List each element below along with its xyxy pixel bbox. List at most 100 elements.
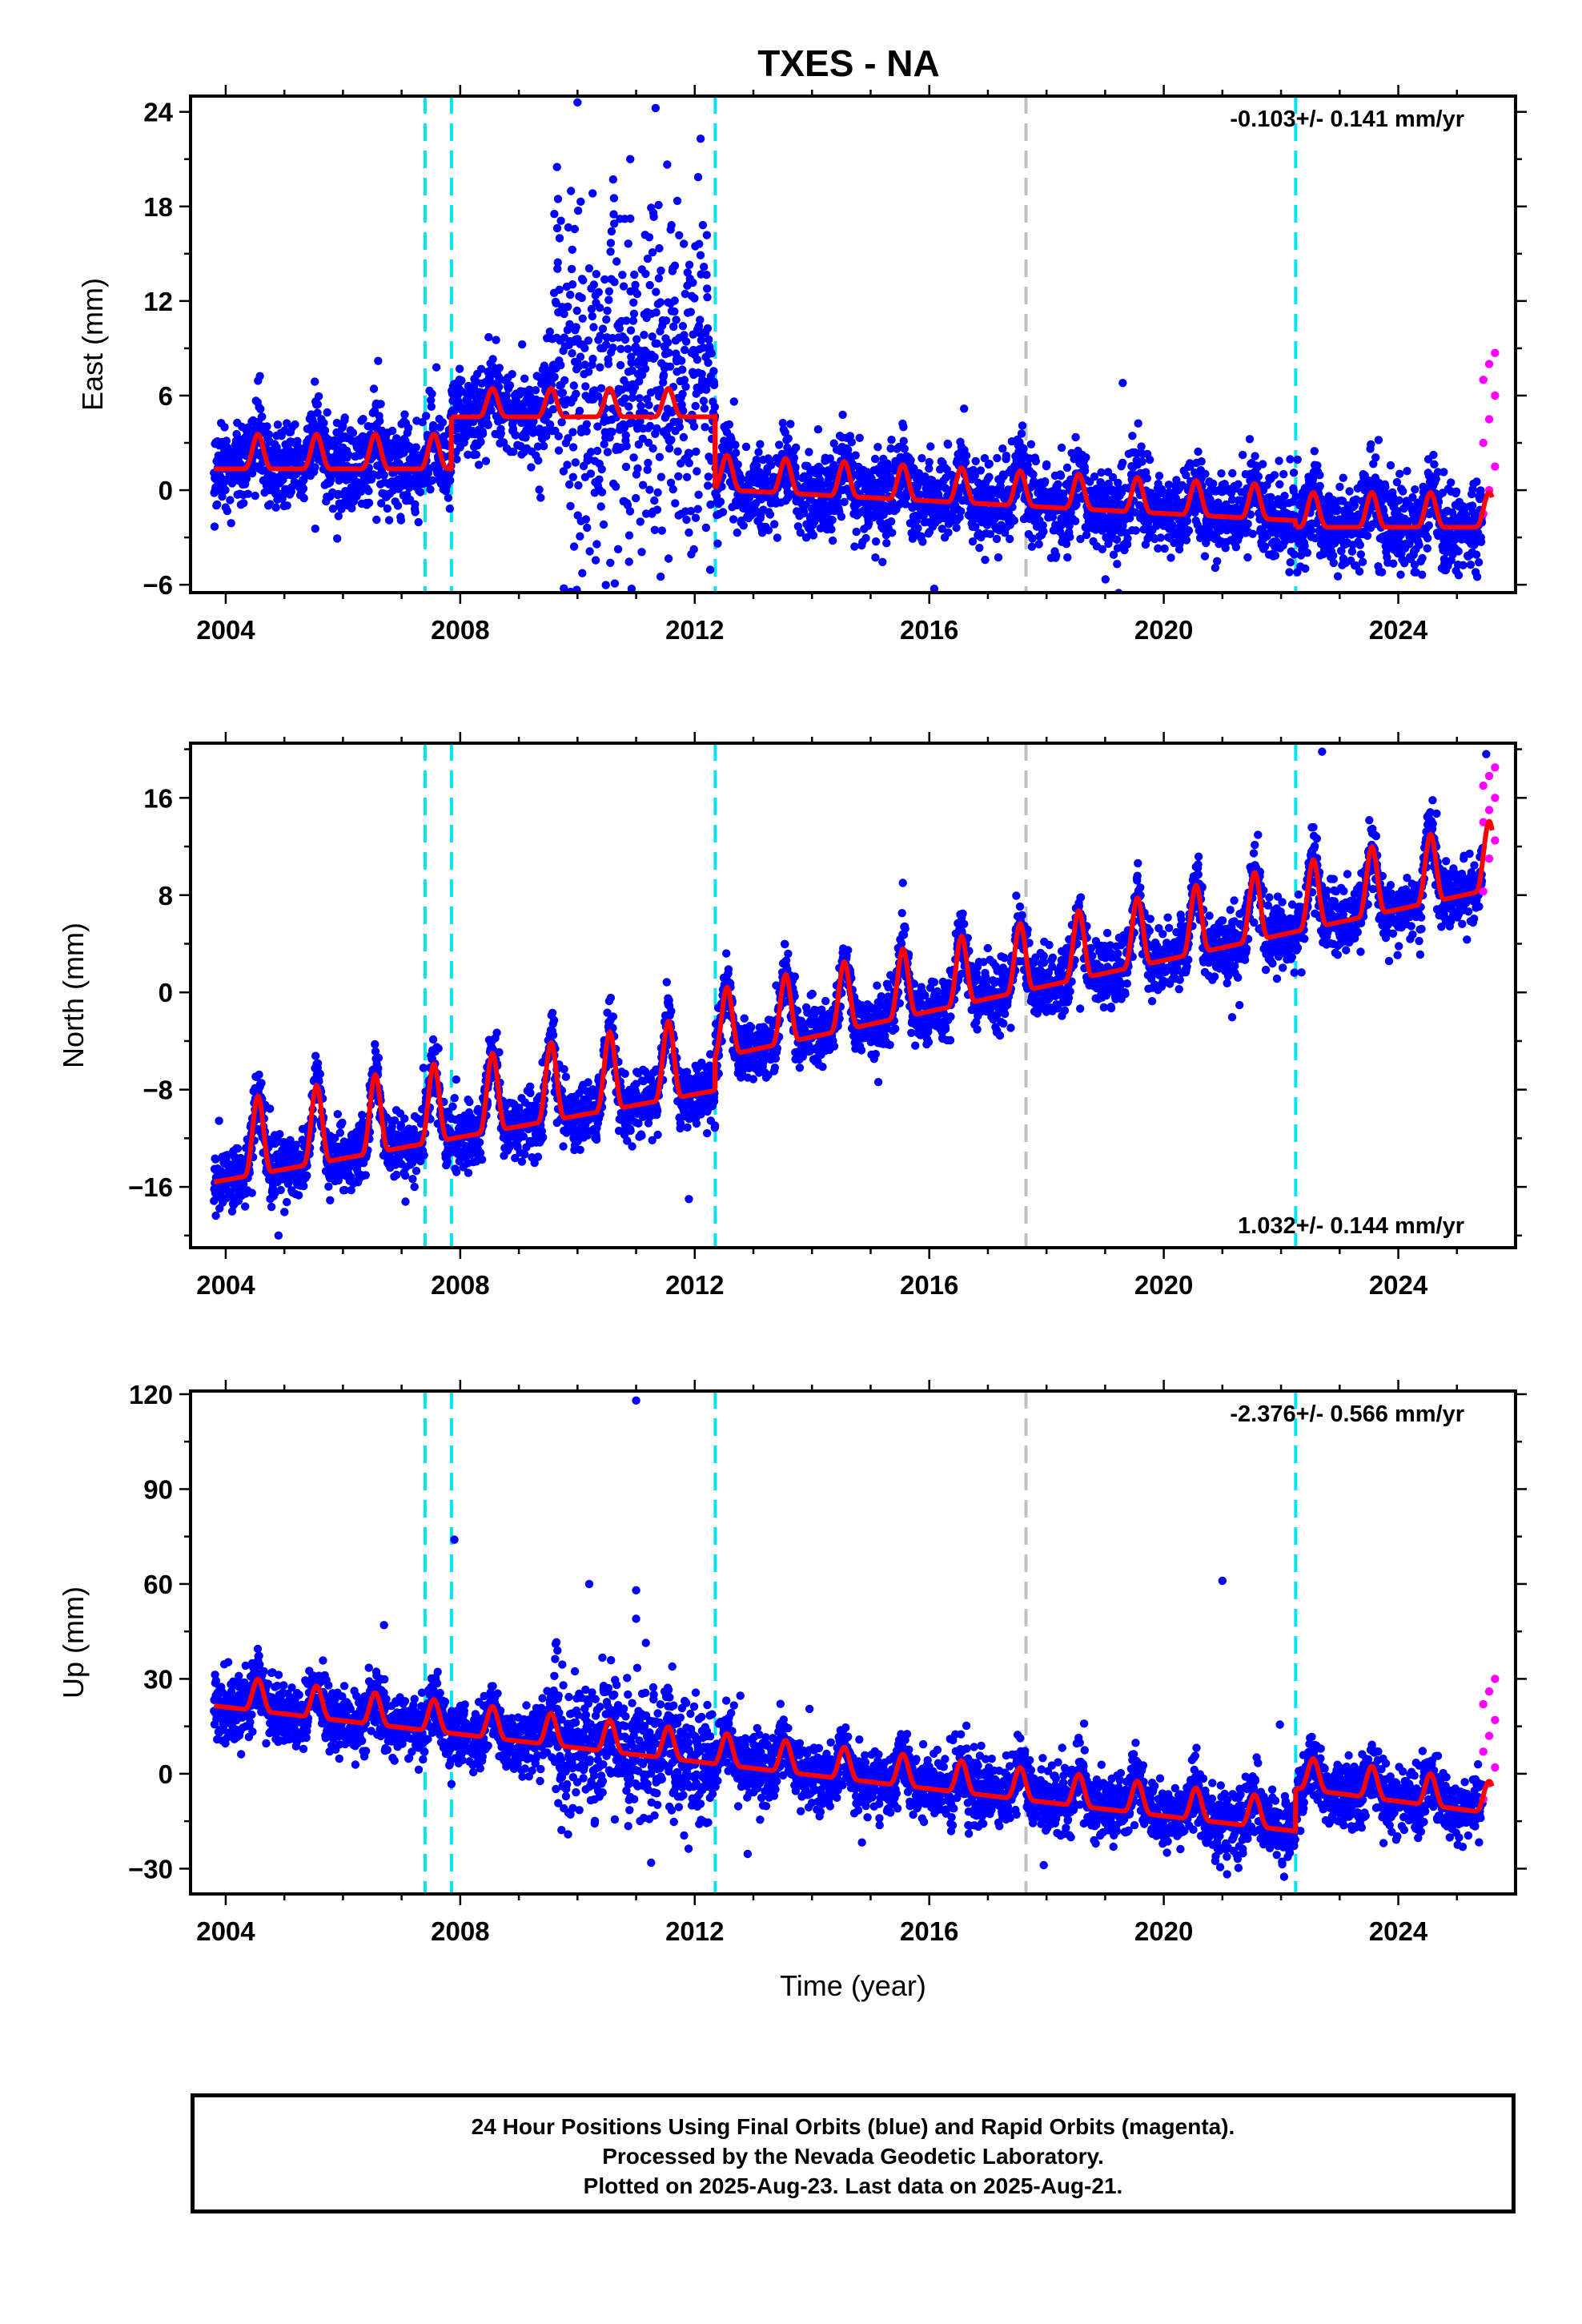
data-point: [700, 263, 709, 271]
data-point: [565, 320, 574, 329]
data-point: [266, 1104, 275, 1113]
data-point: [656, 385, 665, 394]
data-point: [707, 349, 716, 358]
data-point: [827, 525, 836, 534]
data-point: [702, 231, 712, 239]
data-point: [416, 488, 425, 497]
data-point: [1472, 477, 1481, 486]
data-point: [221, 485, 230, 495]
data-point: [678, 365, 687, 374]
plot-area: [210, 96, 1500, 593]
data-point: [628, 393, 637, 402]
data-point: [697, 369, 706, 379]
data-point: [566, 290, 575, 300]
data-point: [553, 264, 562, 273]
data-point: [754, 448, 763, 456]
data-point: [584, 264, 594, 273]
data-point: [656, 266, 665, 275]
data-point: [553, 258, 562, 267]
data-point: [960, 404, 969, 413]
data-point: [709, 367, 718, 376]
rapid-point: [1491, 462, 1500, 471]
data-point: [1430, 460, 1439, 468]
data-point: [1335, 482, 1344, 492]
data-point: [555, 285, 564, 294]
data-point: [1112, 535, 1122, 544]
data-point: [1113, 560, 1122, 569]
data-point: [640, 331, 648, 340]
data-point: [703, 284, 712, 293]
data-point: [478, 429, 488, 438]
data-point: [568, 280, 577, 289]
data-point: [606, 247, 615, 256]
data-point: [210, 522, 219, 531]
data-point: [575, 406, 584, 416]
data-point: [1396, 570, 1405, 579]
data-point: [545, 420, 555, 429]
velocity-annotation: -0.103+/- 0.141 mm/yr: [1230, 107, 1464, 132]
data-point: [643, 465, 652, 474]
data-point: [1423, 533, 1432, 543]
data-point: [620, 335, 630, 344]
rapid-point: [1479, 438, 1488, 448]
data-point: [686, 308, 695, 316]
data-point: [913, 524, 922, 533]
data-point: [620, 394, 629, 403]
data-point: [994, 553, 1003, 562]
data-point: [704, 358, 713, 368]
data-point: [886, 444, 895, 453]
data-point: [568, 443, 578, 452]
data-point: [608, 428, 616, 436]
data-point: [773, 533, 782, 542]
data-point: [576, 532, 584, 541]
data-point: [622, 316, 631, 325]
data-point: [799, 507, 809, 517]
y-tick-label: 0: [159, 476, 173, 505]
data-point: [632, 335, 641, 344]
data-point: [1154, 472, 1164, 480]
data-point: [675, 422, 685, 432]
data-point: [681, 382, 690, 391]
data-point: [573, 206, 583, 215]
y-axis-label: East (mm): [76, 278, 109, 411]
data-point: [739, 521, 748, 530]
data-point: [554, 432, 563, 440]
data-point: [557, 418, 566, 427]
data-point: [1472, 550, 1481, 559]
data-point: [579, 275, 588, 285]
data-point: [616, 344, 625, 353]
data-point: [621, 462, 631, 472]
data-point: [600, 275, 609, 284]
data-point: [691, 401, 700, 411]
data-point: [628, 316, 638, 325]
data-point: [545, 328, 554, 336]
data-point: [689, 545, 698, 554]
x-tick-label: 2012: [665, 615, 724, 645]
data-point: [685, 459, 693, 468]
data-point: [648, 444, 657, 453]
data-point: [669, 485, 677, 494]
data-point: [632, 493, 640, 503]
data-point: [550, 372, 559, 381]
data-point: [299, 484, 308, 493]
data-point: [828, 536, 837, 545]
data-point: [1270, 471, 1279, 480]
data-point: [673, 196, 682, 205]
data-point: [428, 420, 438, 430]
data-point: [379, 471, 388, 480]
data-point: [428, 476, 437, 485]
data-point: [585, 547, 594, 556]
data-point: [564, 223, 573, 232]
data-point: [588, 312, 596, 321]
data-point: [272, 443, 281, 452]
x-tick-label: 2020: [1134, 615, 1193, 645]
data-point: [600, 440, 608, 448]
data-point: [643, 254, 652, 263]
data-point: [636, 401, 645, 411]
data-point: [604, 287, 614, 296]
data-point: [709, 380, 719, 389]
data-point: [1243, 519, 1252, 529]
data-point: [1006, 534, 1014, 544]
